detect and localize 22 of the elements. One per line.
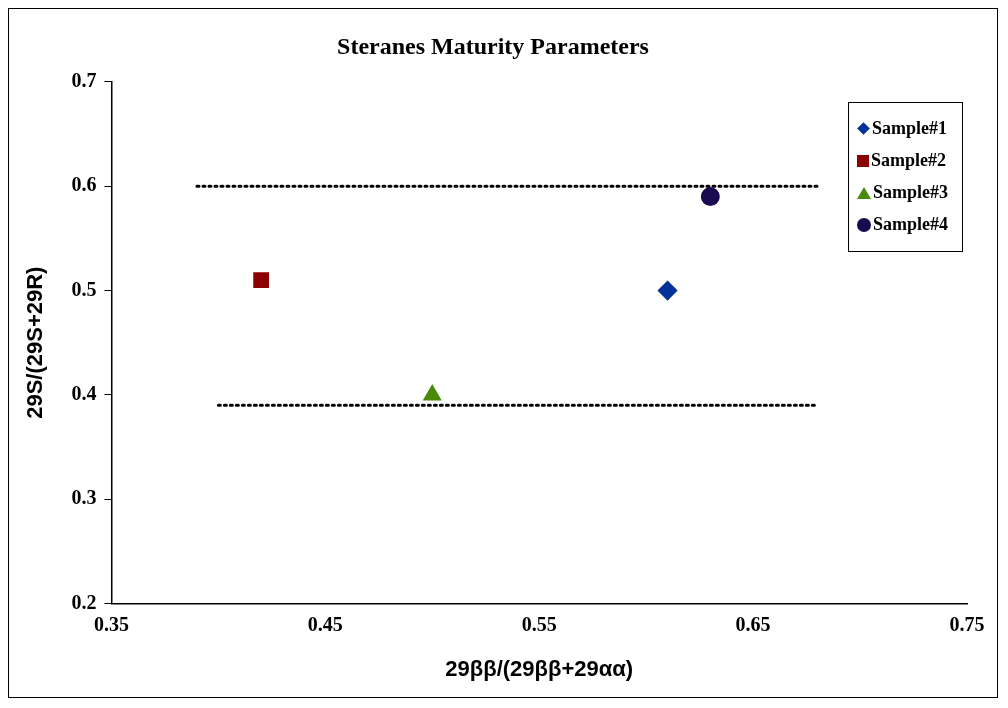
x-tick-label: 0.55 [521,612,557,635]
legend-label: Sample#4 [872,214,948,236]
y-tick-label: 0.6 [71,173,97,196]
x-tick-label: 0.45 [307,612,343,635]
y-tick-label: 0.5 [71,277,97,300]
y-axis-title: 29S/(29S+29R) [22,266,48,419]
x-tick-label: 0.35 [93,612,129,635]
legend-label: Sample#1 [871,118,947,140]
x-tick-label: 0.65 [735,612,771,635]
point [253,272,269,288]
y-tick-label: 0.4 [71,382,97,405]
y-tick-label: 0.7 [71,68,97,91]
legend-label: Sample#2 [870,150,946,172]
x-axis-title: 29ββ/(29ββ+29αα) [445,655,634,681]
legend-label: Sample#3 [872,182,948,204]
point [658,281,678,301]
x-tick-label: 0.75 [949,612,985,635]
point [423,385,441,401]
chart-title: Steranes Maturity Parameters [337,32,649,59]
y-tick-label: 0.3 [71,486,97,509]
point [700,187,720,207]
y-tick-label: 0.2 [71,590,97,613]
